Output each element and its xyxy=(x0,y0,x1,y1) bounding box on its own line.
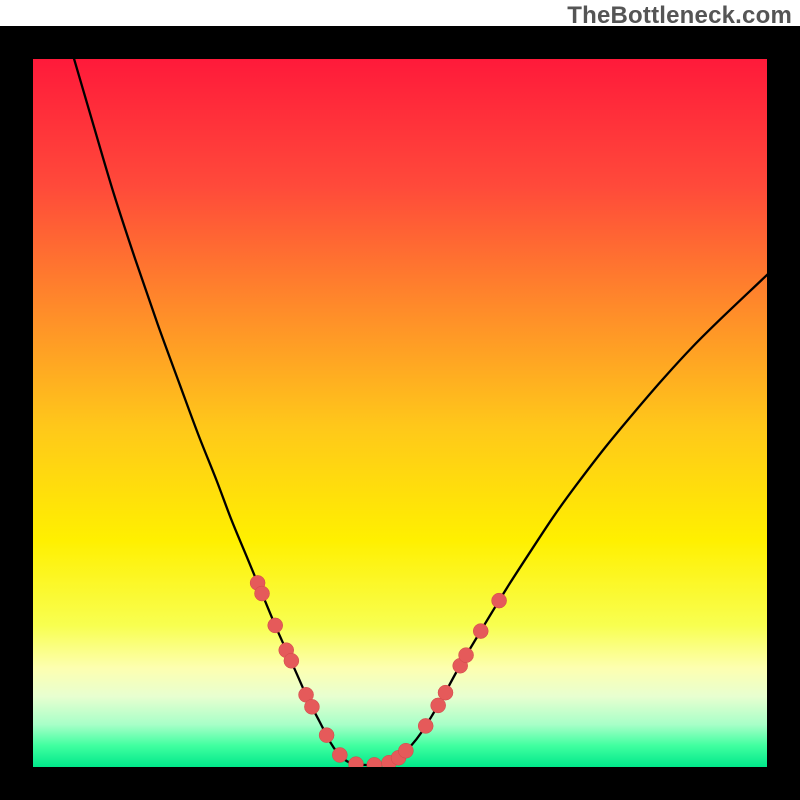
bottleneck-chart xyxy=(0,26,800,800)
marker-dot xyxy=(459,648,474,663)
chart-background xyxy=(33,59,767,767)
marker-dot xyxy=(473,624,488,639)
marker-dot xyxy=(492,593,507,608)
marker-dot xyxy=(332,747,347,762)
marker-dot xyxy=(431,698,446,713)
marker-dot xyxy=(284,653,299,668)
marker-dot xyxy=(304,699,319,714)
marker-dot xyxy=(268,618,283,633)
marker-dot xyxy=(255,586,270,601)
marker-dot xyxy=(319,728,334,743)
marker-dot xyxy=(398,743,413,758)
marker-dot xyxy=(438,685,453,700)
marker-dot xyxy=(418,718,433,733)
